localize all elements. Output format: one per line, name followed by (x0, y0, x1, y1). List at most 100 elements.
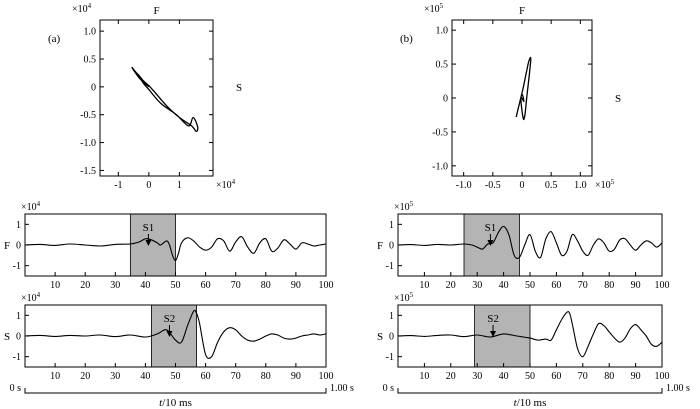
y-tick-label-b: 1.0 (436, 26, 449, 37)
y-tick-label-a: -1.0 (80, 138, 96, 149)
y-label-a-S: S (4, 331, 10, 343)
x-tick-label-b-S: 60 (551, 371, 561, 382)
x-tick-label-b: 1.0 (574, 180, 587, 191)
x-tick-label-a-S: 20 (80, 371, 90, 382)
x-tick-label-a-F: 90 (291, 280, 301, 291)
y-tick-label-a: 1.0 (84, 27, 97, 38)
series-line-b-F (397, 225, 663, 260)
series-line-a-S (24, 309, 327, 360)
shade-window-a-S (151, 304, 197, 368)
x-tick-label-a: 0 (146, 180, 151, 191)
y-tick-label-b-F: -1 (386, 261, 394, 272)
annotation-label-b-F: S1 (485, 222, 497, 234)
x-tick-label-a: -1 (114, 180, 122, 191)
y-exponent-a-F: ×104 (21, 200, 41, 213)
chart-b-F: 10 20 30 40 50 60 70 80 90 100 -1 0 1F ×105 S1 (377, 200, 670, 291)
annotation-label-a-F: S1 (143, 222, 155, 234)
y-exponent-b-power: 5 (440, 2, 444, 10)
x-tick-label-b-F: 70 (578, 280, 588, 291)
time-bracket-1 (397, 388, 663, 394)
annotation-arrowhead-b-S (490, 331, 497, 337)
x-exponent-a: ×104 (216, 178, 236, 191)
x-tick-label-b-F: 10 (419, 280, 429, 291)
x-tick-label-a-F: 60 (201, 280, 211, 291)
chart-a-S: 10 20 30 40 50 60 70 80 90 100 -1 0 1S ×104 S2 (4, 291, 334, 382)
y-exponent-a-F-base: ×10 (21, 202, 37, 213)
x-tick-label-b-F: 90 (631, 280, 641, 291)
x-tick-label-a-S: 50 (171, 371, 181, 382)
top-label-b: F (519, 5, 525, 17)
chart-a-F: 10 20 30 40 50 60 70 80 90 100 -1 0 1F ×104 S1 (4, 200, 334, 291)
y-tick-label-a-F: 0 (16, 241, 21, 252)
x-exponent-a-base: ×10 (216, 180, 232, 191)
x-tick-label-b-S: 70 (578, 371, 588, 382)
y-exponent-b-base: ×10 (424, 4, 440, 15)
time-xlabel-italic-1: t (514, 397, 518, 409)
y-exponent-b-F-power: 5 (410, 200, 414, 208)
y-tick-label-a: -1.5 (80, 166, 96, 177)
x-exponent-b-base: ×10 (595, 180, 611, 191)
x-tick-label-a-F: 100 (319, 280, 334, 291)
y-tick-label-b-S: -1 (386, 352, 394, 363)
x-tick-label-a-S: 30 (110, 371, 120, 382)
y-tick-label-b: -1.0 (432, 161, 448, 172)
x-tick-label-a: 1 (177, 180, 182, 191)
x-tick-label-b-F: 60 (551, 280, 561, 291)
x-tick-label-b-S: 10 (419, 371, 429, 382)
annotation-label-a-S: S2 (164, 313, 176, 325)
series-line-b (515, 56, 532, 121)
x-tick-label-a-F: 80 (261, 280, 271, 291)
x-exponent-b: ×105 (595, 178, 615, 191)
x-tick-label-b-F: 20 (446, 280, 456, 291)
series-line-a (131, 66, 199, 133)
y-exponent-a-S-base: ×10 (21, 293, 37, 304)
time-xlabel-1: t/10 ms (514, 397, 547, 409)
right-label-a: S (236, 82, 242, 94)
x-tick-label-b-S: 80 (604, 371, 614, 382)
x-tick-label-a-S: 100 (319, 371, 334, 382)
x-tick-label-a-S: 90 (291, 371, 301, 382)
time-end-label-0: 1.00 s (330, 383, 354, 394)
chart-b: -1.0 -0.5 0 0.5 1.0-1.0-0.500.51.0(b)FS×105×… (400, 2, 621, 191)
panel-label-a: (a) (48, 33, 61, 45)
y-tick-label-a: 0 (91, 82, 96, 93)
chart-a: -1 0 1-1.5-1.0-0.500.51.0(a)FS×104×104 (48, 2, 242, 191)
y-label-a-F: F (4, 240, 10, 252)
time-end-label-1: 1.00 s (666, 383, 690, 394)
x-tick-label-b-F: 30 (472, 280, 482, 291)
y-tick-label-a-F: 1 (16, 220, 21, 231)
y-tick-label-a-S: 1 (16, 311, 21, 322)
x-exponent-b-power: 5 (611, 178, 615, 186)
axes-frame-a (99, 19, 214, 177)
annotation-arrowhead-b-F (487, 240, 494, 246)
x-tick-label-b-F: 40 (499, 280, 509, 291)
x-tick-label-a-F: 20 (80, 280, 90, 291)
right-label-b: S (615, 93, 621, 105)
annotation-arrowhead-a-F (145, 240, 152, 246)
time-start-label-0: 0 s (10, 383, 22, 394)
x-tick-label-b-F: 50 (525, 280, 535, 291)
y-exponent-a-S: ×104 (21, 291, 41, 304)
top-label-a: F (153, 5, 159, 17)
x-tick-label-a-S: 40 (140, 371, 150, 382)
x-tick-label-b-S: 30 (472, 371, 482, 382)
axes-frame-b-F (397, 213, 663, 277)
time-axis-0: 0 s 1.00 s t/10 ms (10, 383, 354, 409)
y-exponent-b-F: ×105 (394, 200, 414, 213)
y-tick-label-b-S: 0 (389, 332, 394, 343)
series-line-b-S (397, 311, 663, 358)
x-tick-label-b-F: 80 (604, 280, 614, 291)
series-line-a-F (24, 236, 327, 262)
y-exponent-a-S-power: 4 (37, 291, 41, 299)
y-exponent-b: ×105 (424, 2, 444, 15)
x-tick-label-a-F: 40 (140, 280, 150, 291)
y-exponent-b-S: ×105 (394, 291, 414, 304)
y-exponent-a-F-power: 4 (37, 200, 41, 208)
x-tick-label-a-S: 60 (201, 371, 211, 382)
y-label-b-F: F (377, 240, 383, 252)
x-tick-label-b-S: 50 (525, 371, 535, 382)
x-tick-label-a-S: 80 (261, 371, 271, 382)
y-exponent-b-F-base: ×10 (394, 202, 410, 213)
x-tick-label-b-F: 100 (655, 280, 670, 291)
